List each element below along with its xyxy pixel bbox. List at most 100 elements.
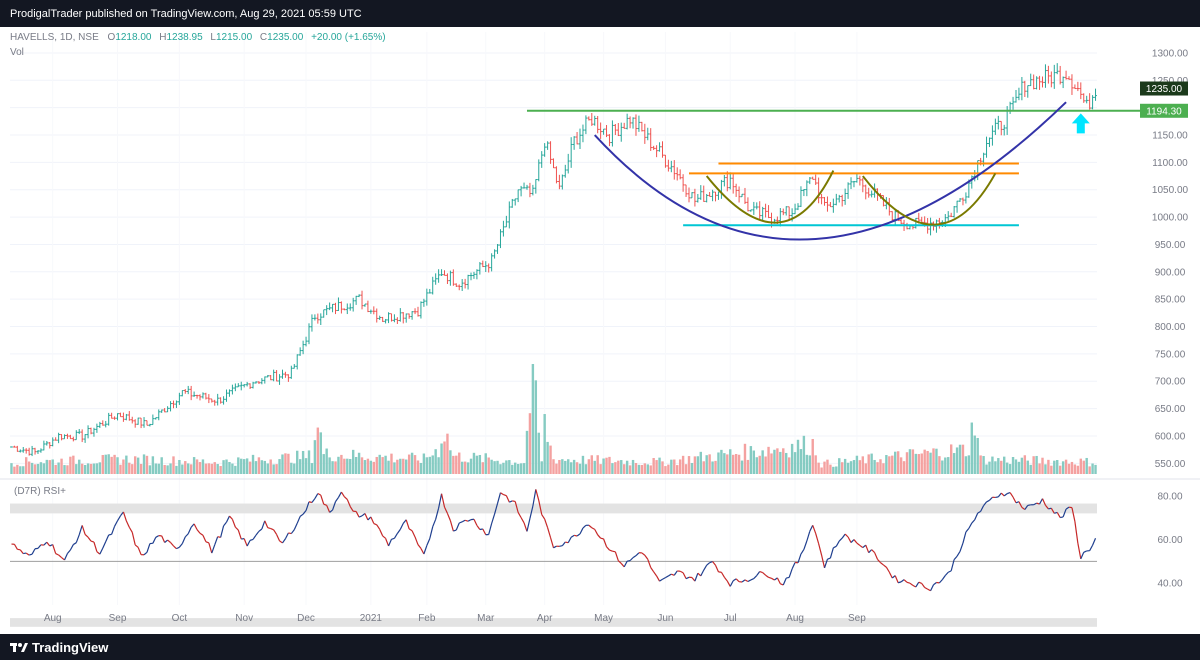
volume-bar bbox=[1003, 456, 1006, 474]
rsi-segment bbox=[411, 530, 416, 538]
rsi-segment bbox=[131, 532, 136, 546]
candle bbox=[1038, 75, 1041, 90]
candle bbox=[24, 448, 28, 454]
rsi-segment bbox=[565, 541, 569, 544]
rsi-segment bbox=[93, 541, 98, 552]
candle bbox=[840, 194, 844, 207]
rsi-segment bbox=[603, 538, 608, 547]
rsi-segment bbox=[1092, 538, 1097, 546]
rsi-segment bbox=[791, 562, 796, 570]
rsi-segment bbox=[358, 515, 363, 518]
volume-bar bbox=[1005, 462, 1009, 474]
candle bbox=[764, 203, 767, 218]
volume-bar bbox=[508, 460, 511, 474]
volume-bar bbox=[649, 465, 652, 474]
rsi-segment bbox=[635, 552, 640, 557]
volume-bar bbox=[634, 462, 638, 474]
volume-bar bbox=[799, 449, 803, 474]
rsi-segment bbox=[514, 501, 519, 513]
volume-bar bbox=[894, 451, 897, 474]
rsi-segment bbox=[170, 542, 174, 547]
rsi-segment bbox=[343, 496, 348, 500]
volume-bar bbox=[967, 455, 971, 474]
rsi-segment bbox=[28, 553, 33, 556]
candle bbox=[882, 194, 885, 207]
candle bbox=[375, 308, 379, 323]
rsi-segment bbox=[396, 529, 401, 534]
candle bbox=[136, 417, 140, 425]
candle bbox=[993, 118, 997, 135]
volume-bar bbox=[357, 452, 361, 474]
rsi-segment bbox=[311, 498, 316, 503]
volume-bar bbox=[567, 459, 570, 474]
rsi-segment bbox=[128, 526, 133, 533]
candle bbox=[646, 127, 650, 141]
rsi-segment bbox=[662, 577, 666, 580]
candle bbox=[1002, 124, 1006, 136]
volume-bar bbox=[1067, 463, 1071, 474]
volume-bar bbox=[602, 458, 605, 474]
volume-bar bbox=[578, 463, 582, 474]
volume-bar bbox=[60, 458, 63, 474]
candle bbox=[640, 121, 644, 132]
rsi-segment bbox=[1071, 507, 1076, 522]
rsi-segment bbox=[535, 489, 540, 501]
candle bbox=[363, 303, 367, 307]
volume-bar bbox=[1058, 465, 1062, 474]
volume-bar bbox=[487, 457, 490, 474]
rsi-segment bbox=[735, 578, 740, 583]
rsi-segment bbox=[46, 541, 51, 547]
volume-bar bbox=[991, 456, 994, 474]
volume-bar bbox=[514, 462, 517, 474]
candle bbox=[289, 365, 293, 379]
candle bbox=[643, 123, 647, 144]
volume-bar bbox=[961, 444, 965, 474]
volume-bar bbox=[337, 456, 340, 474]
candle bbox=[475, 269, 479, 280]
candle bbox=[699, 185, 703, 200]
rsi-segment bbox=[726, 580, 731, 587]
volume-bar bbox=[973, 435, 976, 474]
volume-bar bbox=[587, 459, 591, 474]
candle bbox=[357, 294, 361, 298]
rsi-segment bbox=[576, 533, 581, 537]
candle bbox=[393, 314, 396, 323]
volume-bar bbox=[322, 454, 325, 474]
rsi-segment bbox=[78, 525, 83, 535]
volume-bar bbox=[829, 464, 832, 474]
rsi-segment bbox=[865, 544, 870, 553]
candle bbox=[160, 409, 164, 413]
candle bbox=[366, 300, 370, 313]
volume-bar bbox=[201, 459, 205, 474]
volume-bar bbox=[699, 451, 702, 474]
candle bbox=[834, 193, 838, 206]
volume-bar bbox=[516, 463, 520, 474]
volume-bar bbox=[416, 460, 420, 474]
rsi-segment bbox=[438, 493, 443, 509]
volume-bar bbox=[861, 456, 865, 474]
candle bbox=[572, 136, 576, 150]
candle bbox=[104, 420, 108, 428]
rsi-segment bbox=[897, 581, 902, 584]
volume-bar bbox=[908, 449, 912, 474]
price-tick-label: 850.00 bbox=[1155, 295, 1186, 306]
volume-bar bbox=[490, 459, 493, 474]
candle bbox=[381, 316, 385, 322]
volume-bar bbox=[354, 456, 358, 474]
volume-bar bbox=[776, 448, 779, 474]
volume-bar bbox=[25, 457, 28, 474]
candle bbox=[257, 381, 261, 384]
volume-bar bbox=[422, 453, 426, 474]
volume-bar bbox=[63, 465, 66, 474]
volume-bar bbox=[572, 459, 576, 474]
volume-bar bbox=[676, 465, 679, 474]
last-price-tag: 1235.00 bbox=[1140, 81, 1188, 96]
volume-bar bbox=[905, 452, 909, 474]
rsi-segment bbox=[217, 536, 221, 538]
volume-bar bbox=[711, 461, 714, 474]
rsi-segment bbox=[114, 520, 119, 527]
rsi-segment bbox=[134, 544, 139, 548]
candle bbox=[83, 434, 87, 443]
volume-bar bbox=[410, 452, 414, 474]
